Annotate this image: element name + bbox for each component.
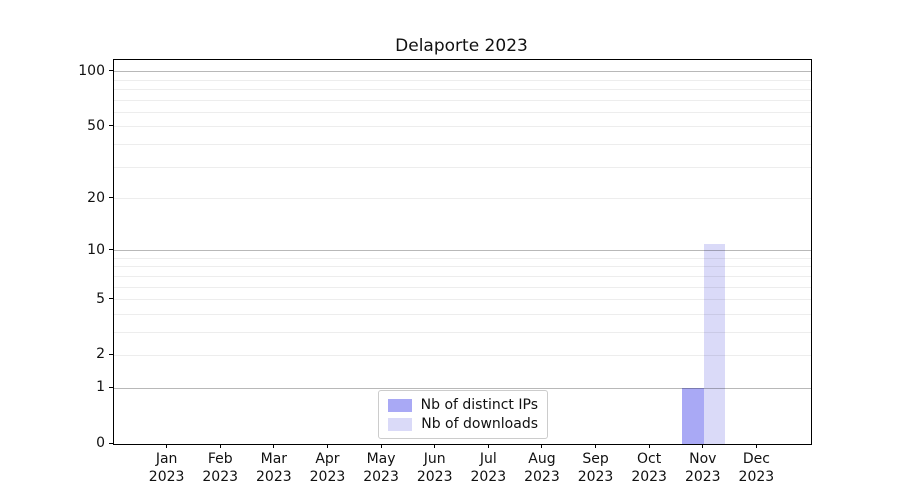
y-tick-label-20: 20 bbox=[87, 189, 105, 206]
x-tick-aug bbox=[541, 444, 543, 448]
x-tick-month: Jul bbox=[479, 451, 497, 467]
gridline-minor-2 bbox=[114, 354, 811, 356]
y-tick-100 bbox=[109, 70, 113, 72]
y-tick-label-5: 5 bbox=[96, 290, 105, 307]
x-tick-label-mar: Mar 2023 bbox=[242, 451, 306, 486]
x-tick-year: 2023 bbox=[470, 468, 507, 485]
y-tick-label-0: 0 bbox=[96, 435, 105, 451]
y-tick-5 bbox=[109, 298, 113, 300]
x-tick-jul bbox=[487, 444, 489, 448]
x-tick-label-oct: Oct 2023 bbox=[617, 451, 681, 486]
x-tick-label-jun: Jun 2023 bbox=[403, 451, 467, 486]
y-tick-0 bbox=[109, 442, 113, 444]
x-tick-label-feb: Feb 2023 bbox=[188, 451, 252, 486]
bar-nb-of-distinct-ips-nov bbox=[682, 388, 704, 444]
x-tick-label-jan: Jan 2023 bbox=[135, 451, 199, 486]
x-tick-oct bbox=[648, 444, 650, 448]
x-tick-month: May bbox=[366, 451, 396, 467]
y-tick-label-50: 50 bbox=[87, 117, 105, 134]
gridline-minor-50 bbox=[114, 126, 811, 128]
y-tick-label-100: 100 bbox=[78, 62, 105, 79]
chart-title: Delaporte 2023 bbox=[395, 36, 528, 56]
legend-swatch-downloads bbox=[388, 417, 413, 431]
legend-swatch-distinct-ips bbox=[388, 398, 412, 412]
x-tick-jan bbox=[166, 444, 168, 448]
x-tick-month: Apr bbox=[315, 451, 340, 467]
x-tick-label-dec: Dec 2023 bbox=[724, 451, 788, 486]
x-tick-may bbox=[380, 444, 382, 448]
x-tick-feb bbox=[219, 444, 221, 448]
legend-label-distinct-ips: Nb of distinct IPs bbox=[420, 397, 538, 413]
gridline-minor-30 bbox=[114, 166, 811, 168]
x-tick-month: Jun bbox=[423, 451, 446, 467]
x-tick-label-nov: Nov 2023 bbox=[671, 451, 735, 486]
y-tick-label-10: 10 bbox=[87, 241, 105, 258]
x-tick-month: Mar bbox=[260, 451, 288, 467]
x-tick-month: Jan bbox=[155, 451, 178, 467]
y-tick-2 bbox=[109, 353, 113, 355]
gridline-minor-9 bbox=[114, 257, 811, 259]
x-tick-year: 2023 bbox=[202, 468, 239, 485]
x-tick-label-aug: Aug 2023 bbox=[510, 451, 574, 486]
gridline-minor-6 bbox=[114, 286, 811, 288]
legend: Nb of distinct IPs Nb of downloads bbox=[378, 390, 548, 439]
legend-entry-downloads: Nb of downloads bbox=[388, 416, 538, 432]
gridline-minor-7 bbox=[114, 275, 811, 277]
bar-nb-of-downloads-nov bbox=[703, 243, 726, 444]
x-tick-year: 2023 bbox=[577, 468, 614, 485]
gridline-minor-20 bbox=[114, 198, 811, 199]
gridline-minor-90 bbox=[114, 79, 811, 81]
x-tick-month: Oct bbox=[637, 451, 662, 467]
x-tick-apr bbox=[326, 444, 328, 448]
y-tick-10 bbox=[109, 249, 113, 251]
x-tick-year: 2023 bbox=[309, 468, 346, 485]
legend-entry-distinct-ips: Nb of distinct IPs bbox=[388, 397, 538, 413]
x-tick-label-apr: Apr 2023 bbox=[295, 451, 359, 486]
gridline-minor-60 bbox=[114, 112, 811, 114]
x-tick-year: 2023 bbox=[416, 468, 453, 485]
y-tick-label-2: 2 bbox=[96, 346, 105, 363]
y-tick-20 bbox=[109, 197, 113, 198]
x-tick-label-sep: Sep 2023 bbox=[564, 451, 628, 486]
x-tick-label-may: May 2023 bbox=[349, 451, 413, 486]
gridline-minor-70 bbox=[114, 99, 811, 101]
x-tick-year: 2023 bbox=[256, 468, 292, 485]
y-tick-50 bbox=[109, 125, 113, 127]
x-tick-year: 2023 bbox=[738, 468, 775, 485]
y-tick-1 bbox=[109, 386, 113, 388]
gridline-minor-40 bbox=[114, 144, 811, 146]
x-tick-month: Feb bbox=[207, 451, 233, 467]
plot-area bbox=[113, 59, 812, 445]
x-tick-year: 2023 bbox=[631, 468, 667, 485]
gridline-minor-8 bbox=[114, 266, 811, 268]
x-tick-month: Nov bbox=[689, 451, 717, 467]
x-tick-nov bbox=[702, 444, 704, 448]
x-tick-year: 2023 bbox=[363, 468, 399, 485]
gridline-major-10 bbox=[114, 250, 811, 252]
x-tick-month: Aug bbox=[528, 451, 556, 467]
gridline-minor-3 bbox=[114, 331, 811, 333]
x-tick-sep bbox=[595, 444, 597, 448]
x-tick-year: 2023 bbox=[524, 468, 560, 485]
y-tick-label-1: 1 bbox=[96, 379, 105, 396]
x-tick-label-jul: Jul 2023 bbox=[456, 451, 520, 486]
gridline-major-1 bbox=[114, 387, 811, 389]
x-tick-year: 2023 bbox=[148, 468, 185, 485]
x-tick-jun bbox=[434, 444, 436, 448]
gridline-minor-5 bbox=[114, 299, 811, 301]
gridline-minor-80 bbox=[114, 89, 811, 91]
legend-label-downloads: Nb of downloads bbox=[421, 416, 538, 432]
x-tick-month: Dec bbox=[742, 451, 770, 467]
x-tick-mar bbox=[273, 444, 275, 448]
x-tick-year: 2023 bbox=[684, 468, 721, 485]
x-tick-dec bbox=[755, 444, 757, 448]
x-tick-month: Sep bbox=[582, 451, 609, 467]
gridline-minor-4 bbox=[114, 313, 811, 315]
gridline-major-100 bbox=[114, 71, 811, 73]
